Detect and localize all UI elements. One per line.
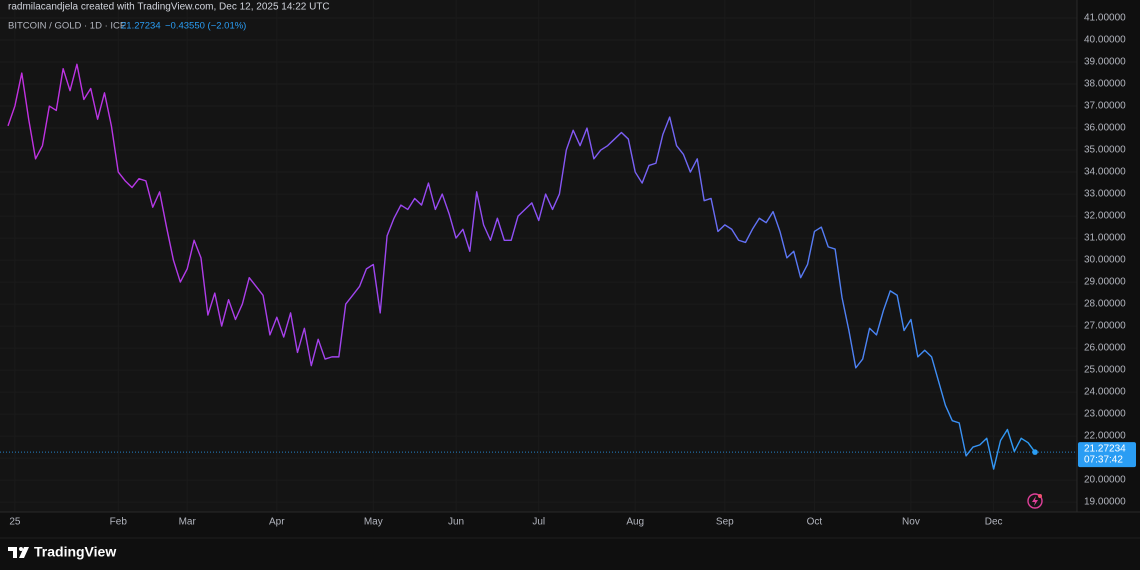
- y-tick-label: 19.00000: [1084, 497, 1126, 508]
- x-tick-label: Mar: [179, 517, 197, 528]
- y-tick-label: 31.00000: [1084, 233, 1126, 244]
- plot: [0, 63, 1077, 470]
- y-tick-label: 25.00000: [1084, 365, 1126, 376]
- y-tick-label: 34.00000: [1084, 167, 1126, 178]
- x-tick-label: Jul: [532, 517, 545, 528]
- y-tick-label: 35.00000: [1084, 145, 1126, 156]
- price-line: [7, 63, 1036, 470]
- legend-value: 21.27234: [121, 21, 161, 32]
- x-tick-label: Aug: [626, 517, 644, 528]
- y-tick-label: 26.00000: [1084, 343, 1126, 354]
- brand: TradingView: [34, 544, 116, 560]
- y-tick-label: 41.00000: [1084, 13, 1126, 24]
- y-tick-label: 40.00000: [1084, 35, 1126, 46]
- price-tag: [1078, 442, 1136, 468]
- price-tag-value: 21.27234: [1084, 444, 1126, 455]
- x-tick-label: Dec: [985, 517, 1003, 528]
- y-tick-label: 20.00000: [1084, 475, 1126, 486]
- y-tick-label: 24.00000: [1084, 387, 1126, 398]
- price-tag-countdown: 07:37:42: [1084, 455, 1123, 466]
- y-tick-label: 32.00000: [1084, 211, 1126, 222]
- y-tick-label: 33.00000: [1084, 189, 1126, 200]
- x-tick-label: Sep: [716, 517, 734, 528]
- y-tick-label: 36.00000: [1084, 123, 1126, 134]
- y-tick-label: 30.00000: [1084, 255, 1126, 266]
- x-tick-label: Nov: [902, 517, 920, 528]
- y-tick-label: 28.00000: [1084, 299, 1126, 310]
- y-tick-label: 23.00000: [1084, 409, 1126, 420]
- last-point: [1032, 449, 1038, 455]
- x-tick-label: Oct: [807, 517, 823, 528]
- x-tick-label: May: [364, 517, 383, 528]
- y-tick-label: 39.00000: [1084, 57, 1126, 68]
- y-tick-label: 29.00000: [1084, 277, 1126, 288]
- y-tick-label: 27.00000: [1084, 321, 1126, 332]
- legend-change: −0.43550 (−2.01%): [165, 21, 246, 32]
- y-tick-label: 22.00000: [1084, 431, 1126, 442]
- x-tick-label: Apr: [269, 517, 285, 528]
- y-tick-label: 37.00000: [1084, 101, 1126, 112]
- x-tick-label: Jun: [448, 517, 464, 528]
- alert-icon: [1027, 493, 1043, 509]
- credit: radmilacandjela created with TradingView…: [8, 2, 330, 13]
- x-tick-label: 25: [9, 517, 21, 528]
- x-tick-label: Feb: [110, 517, 128, 528]
- chart-title: BITCOIN / GOLD · 1D · ICE: [8, 21, 126, 32]
- brand-logo: [8, 547, 29, 558]
- grid: [0, 0, 1077, 512]
- y-tick-label: 38.00000: [1084, 79, 1126, 90]
